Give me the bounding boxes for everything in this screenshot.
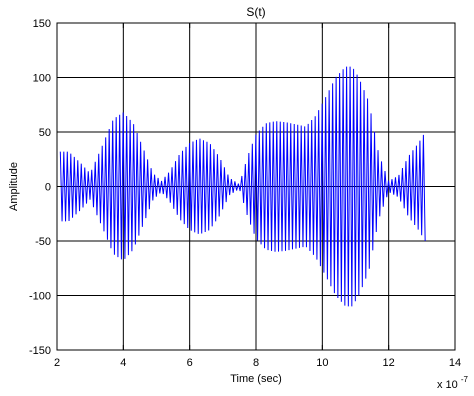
axis-ticks — [56, 22, 456, 351]
x-tick-label: 14 — [449, 357, 461, 369]
axis-tick-labels: 2 4 6 8 10 12 14 -150 -100 -50 0 50 100 150 — [29, 18, 461, 369]
y-tick-label: 50 — [39, 127, 51, 139]
y-tick-label: -50 — [35, 236, 51, 248]
x-axis-exponent-label: x 10 -7 — [437, 375, 469, 391]
x-tick-label: 8 — [253, 357, 259, 369]
x-tick-label: 10 — [316, 357, 328, 369]
x-axis-exponent-power: -7 — [461, 375, 469, 384]
series-line-s-of-t — [59, 66, 426, 307]
chart-title: S(t) — [246, 5, 265, 19]
x-tick-label: 6 — [187, 357, 193, 369]
y-tick-label: -100 — [29, 291, 51, 303]
x-axis-label: Time (sec) — [230, 373, 282, 385]
y-tick-label: 150 — [33, 18, 51, 30]
grid-lines — [57, 23, 455, 350]
x-tick-label: 2 — [54, 357, 60, 369]
y-axis-label: Amplitude — [8, 162, 20, 211]
x-tick-label: 12 — [383, 357, 395, 369]
x-axis-exponent-base: x 10 — [437, 379, 458, 391]
x-tick-label: 4 — [120, 357, 126, 369]
y-tick-label: -150 — [29, 345, 51, 357]
y-tick-label: 100 — [33, 73, 51, 85]
y-tick-label: 0 — [45, 182, 51, 194]
